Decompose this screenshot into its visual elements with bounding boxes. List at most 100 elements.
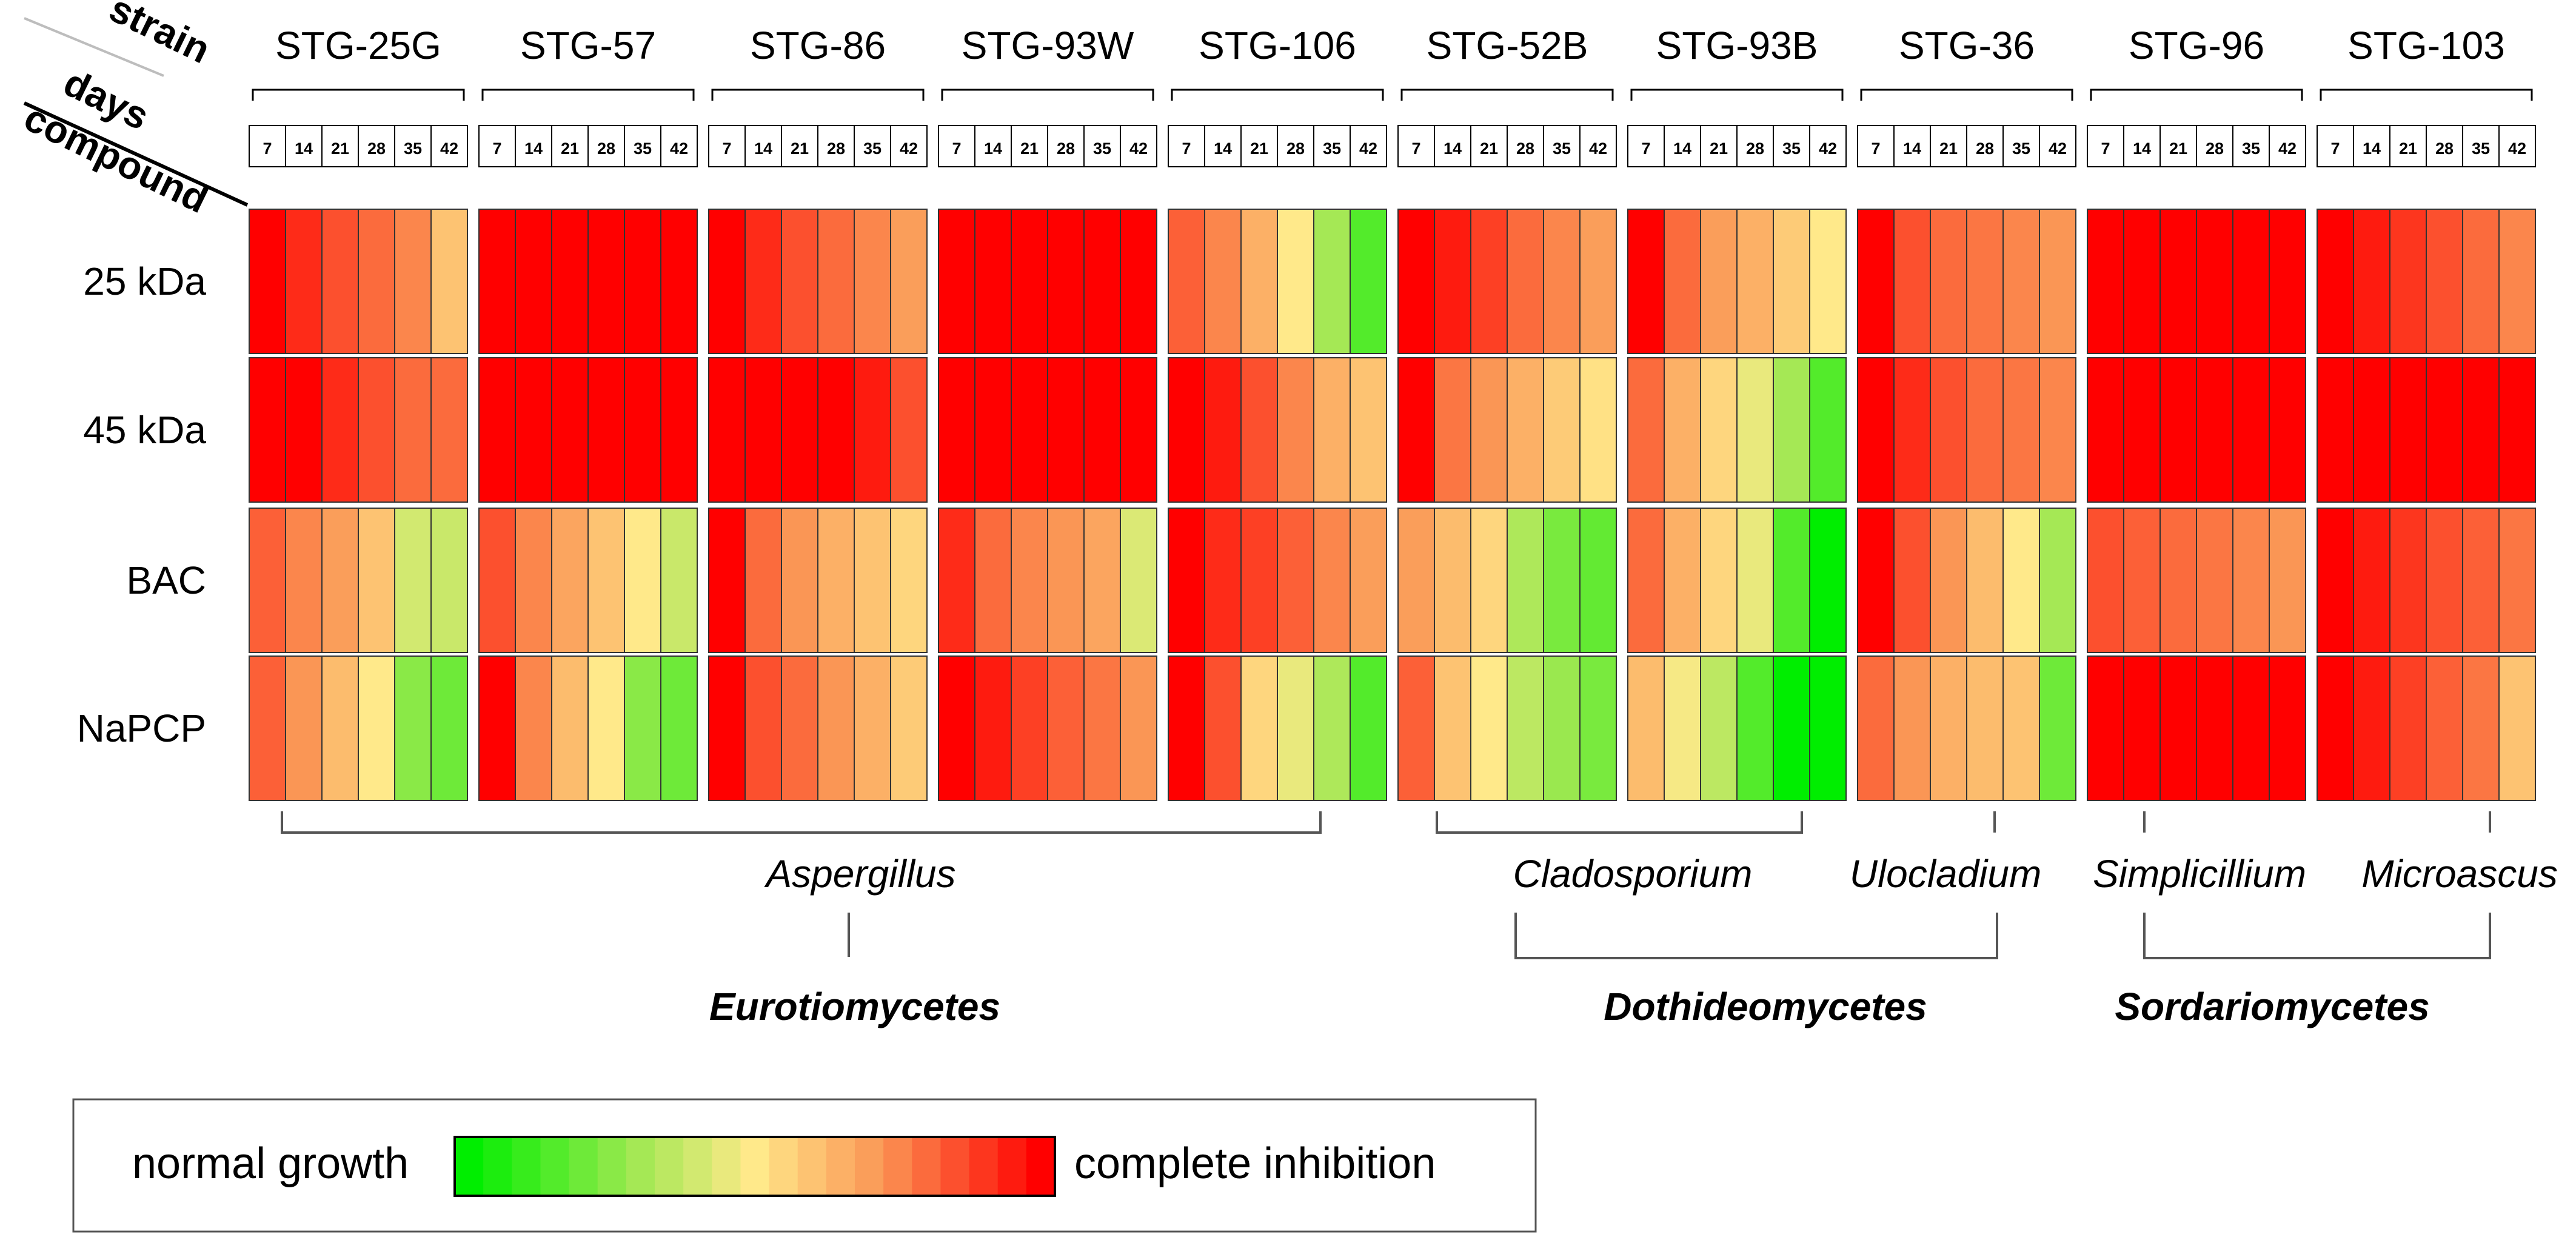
- heatmap-cell: [974, 656, 1012, 801]
- day-box: [1579, 125, 1617, 167]
- heatmap-cell: [2317, 508, 2354, 653]
- heatmap-cell: [2232, 357, 2270, 503]
- heatmap-cell: [2389, 508, 2427, 653]
- compound-label: BAC: [126, 558, 206, 602]
- strain-bracket: [252, 89, 465, 101]
- heatmap-cell: [744, 656, 782, 801]
- heatmap-cell: [1736, 209, 1774, 354]
- heatmap-cell: [430, 209, 468, 354]
- heatmap-cell: [551, 508, 589, 653]
- legend-swatch: [969, 1137, 999, 1196]
- genus-ulocladium: Ulocladium: [1850, 852, 2042, 896]
- heatmap-cell: [1736, 656, 1774, 801]
- heatmap-cell: [890, 209, 928, 354]
- heatmap-cell: [2159, 357, 2197, 503]
- day-box: [1240, 125, 1278, 167]
- genus-labels: Aspergillus Cladosporium Ulocladium Simp…: [763, 852, 2557, 896]
- day-label: 42: [2278, 139, 2297, 158]
- day-box: [430, 125, 468, 167]
- day-label: 14: [2363, 139, 2381, 158]
- day-label: 28: [1516, 139, 1534, 158]
- legend-swatch: [483, 1137, 512, 1196]
- heatmap-cell: [1893, 656, 1931, 801]
- heatmap-cell: [394, 508, 432, 653]
- heatmap-cell: [854, 209, 891, 354]
- heatmap-cell: [478, 357, 516, 503]
- heatmap-cell: [478, 508, 516, 653]
- day-box: [1313, 125, 1351, 167]
- heatmap-cell: [1470, 656, 1508, 801]
- heatmap-cell: [2353, 508, 2390, 653]
- day-box: [2426, 125, 2463, 167]
- day-label: 14: [1444, 139, 1462, 158]
- heatmap-cell: [551, 656, 589, 801]
- strain-bracket: [1171, 89, 1384, 101]
- day-label: 42: [2049, 139, 2067, 158]
- heatmap-cell: [515, 508, 552, 653]
- day-box: [1966, 125, 2004, 167]
- heatmap-cell: [249, 508, 286, 653]
- heatmap-cell: [321, 357, 359, 503]
- heatmap-cell: [2389, 209, 2427, 354]
- heatmap-cell: [2039, 357, 2076, 503]
- day-headers: 7 14 21 28 35 42 7 14 21 28 35 42 7 14 21 28 35 42 7 14 21 28…: [249, 125, 2536, 167]
- compound-label: 45 kDa: [83, 408, 206, 452]
- heatmap-cell: [2269, 656, 2306, 801]
- day-box: [2498, 125, 2536, 167]
- heatmap-cell: [1507, 508, 1544, 653]
- heatmap-cell: [1047, 357, 1085, 503]
- legend-swatch: [712, 1137, 741, 1196]
- heatmap-cell: [744, 508, 782, 653]
- heatmap-cell: [1579, 656, 1617, 801]
- heatmap-cell: [2002, 209, 2040, 354]
- heatmap-cell: [817, 209, 855, 354]
- legend-swatch: [769, 1137, 798, 1196]
- heatmap-cell: [1047, 209, 1085, 354]
- heatmap-cell: [321, 656, 359, 801]
- cladosporium-bracket: [1436, 811, 1803, 834]
- heatmap-cell: [587, 209, 625, 354]
- heatmap-cell: [1240, 508, 1278, 653]
- strain-bracket: [1860, 89, 2073, 101]
- day-box: [1627, 125, 1665, 167]
- heatmap-cell: [2196, 656, 2233, 801]
- heatmap-cell: [394, 656, 432, 801]
- day-box: [2269, 125, 2306, 167]
- heatmap-cell: [587, 357, 625, 503]
- heatmap-cell: [817, 357, 855, 503]
- day-label: 21: [1250, 139, 1268, 158]
- strain-label: STG-52B: [1427, 24, 1588, 67]
- heatmap-cell: [587, 656, 625, 801]
- day-box: [1543, 125, 1581, 167]
- heatmap-cell: [708, 357, 746, 503]
- day-box: [1277, 125, 1314, 167]
- heatmap-cell: [1011, 209, 1048, 354]
- heatmap-cell: [1893, 209, 1931, 354]
- heatmap-cell: [2498, 209, 2536, 354]
- heatmap-cell: [708, 508, 746, 653]
- heatmap-cell: [515, 357, 552, 503]
- day-box: [974, 125, 1012, 167]
- heatmap-cell: [938, 357, 975, 503]
- day-label: 42: [1359, 139, 1377, 158]
- heatmap-cell: [1240, 656, 1278, 801]
- day-label: 14: [1214, 139, 1232, 158]
- day-box: [817, 125, 855, 167]
- day-label: 21: [561, 139, 579, 158]
- heatmap-cell: [430, 656, 468, 801]
- heatmap-cell: [1434, 508, 1471, 653]
- day-label: 28: [1057, 139, 1075, 158]
- day-label: 35: [1093, 139, 1111, 158]
- heatmap-cell: [2269, 357, 2306, 503]
- day-box: [1168, 125, 1205, 167]
- heatmap-cell: [1047, 656, 1085, 801]
- day-box: [744, 125, 782, 167]
- heatmap-cell: [1736, 357, 1774, 503]
- heatmap-cell: [285, 357, 323, 503]
- day-box: [2389, 125, 2427, 167]
- heatmap-cell: [358, 209, 395, 354]
- day-label: 35: [1782, 139, 1801, 158]
- day-label: 7: [2101, 139, 2110, 158]
- day-box: [1700, 125, 1738, 167]
